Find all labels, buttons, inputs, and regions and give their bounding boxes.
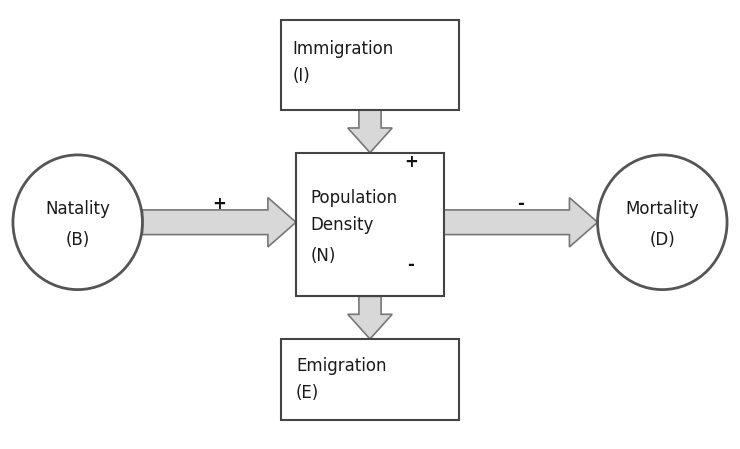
Polygon shape: [143, 198, 296, 247]
Ellipse shape: [598, 155, 727, 290]
Ellipse shape: [13, 155, 142, 290]
Text: +: +: [212, 195, 226, 213]
Polygon shape: [348, 296, 392, 339]
Text: (B): (B): [66, 231, 90, 249]
Text: (N): (N): [311, 247, 336, 265]
Text: -: -: [407, 256, 414, 274]
Text: Natality: Natality: [45, 200, 110, 218]
Text: -: -: [517, 195, 524, 213]
Text: (E): (E): [296, 384, 319, 402]
Text: (I): (I): [292, 67, 310, 85]
Text: Population: Population: [311, 189, 398, 207]
Text: Mortality: Mortality: [625, 200, 699, 218]
Text: Immigration: Immigration: [292, 40, 394, 58]
FancyBboxPatch shape: [296, 153, 444, 296]
Text: Density: Density: [311, 216, 374, 233]
FancyBboxPatch shape: [281, 339, 459, 420]
Text: (D): (D): [650, 231, 675, 249]
FancyBboxPatch shape: [281, 20, 459, 110]
Text: Emigration: Emigration: [296, 357, 386, 375]
Polygon shape: [348, 110, 392, 153]
Text: +: +: [404, 153, 417, 171]
Polygon shape: [444, 198, 598, 247]
